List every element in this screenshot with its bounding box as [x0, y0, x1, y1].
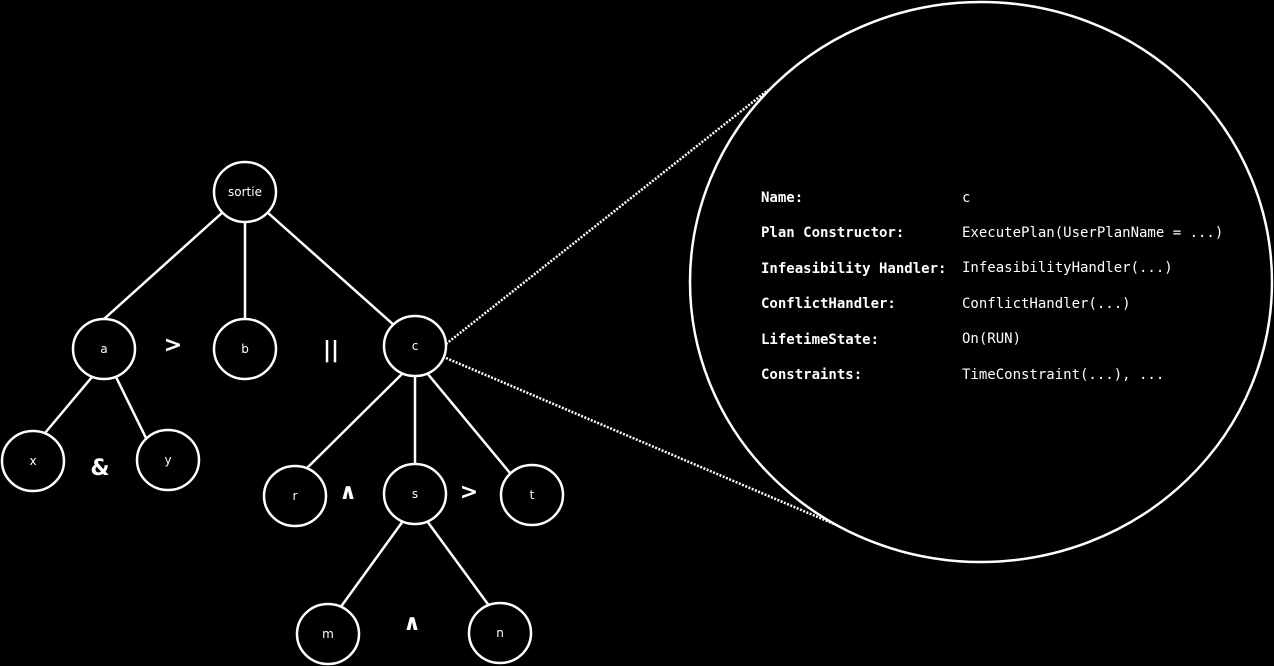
detail-key-name: Name:: [761, 190, 803, 206]
operator-a-b: >: [164, 333, 182, 358]
detail-key-plan-constructor: Plan Constructor:: [761, 225, 904, 241]
node-b[interactable]: [212, 317, 278, 381]
node-t-label: t: [530, 488, 535, 502]
operator-m-n: ∧: [403, 611, 421, 636]
node-x[interactable]: [0, 429, 66, 493]
operator-x-y: &: [90, 456, 109, 481]
node-y[interactable]: [135, 428, 201, 492]
node-c-detail-bubble: [688, 0, 1274, 564]
detail-key-conflict-handler: ConflictHandler:: [761, 296, 896, 312]
detail-value-plan-constructor: ExecutePlan(UserPlanName = ...): [962, 225, 1223, 241]
node-c-label: c: [412, 339, 419, 353]
edge-c-t: [426, 372, 511, 474]
node-r[interactable]: [262, 464, 328, 528]
edge-c-r: [305, 372, 404, 470]
node-sortie[interactable]: [212, 160, 278, 224]
node-t[interactable]: [499, 463, 565, 527]
node-s[interactable]: [382, 462, 448, 526]
node-x-label: x: [29, 454, 36, 468]
zoom-connector-bottom: [445, 356, 849, 532]
detail-value-name: c: [962, 190, 970, 206]
operator-r-s: ∧: [339, 480, 357, 505]
edge-sortie-c: [266, 211, 396, 327]
edge-a-x: [44, 376, 93, 434]
node-m-label: m: [322, 627, 334, 641]
node-r-label: r: [293, 489, 298, 503]
operator-s-t: >: [460, 480, 478, 505]
node-n-label: n: [496, 626, 504, 640]
detail-value-constraints: TimeConstraint(...), ...: [962, 367, 1164, 383]
node-b-label: b: [241, 342, 249, 356]
operator-b-c: ||: [323, 338, 339, 363]
node-n[interactable]: [467, 601, 533, 665]
node-m[interactable]: [295, 602, 361, 666]
edge-a-y: [114, 376, 148, 439]
node-c-detail-table: Name: c Plan Constructor: ExecutePlan(Us…: [761, 190, 1223, 383]
node-a[interactable]: [71, 317, 137, 381]
zoom-connector-top: [445, 89, 769, 345]
node-c[interactable]: [382, 314, 448, 378]
detail-key-lifetime-state: LifetimeState:: [761, 332, 879, 348]
detail-value-conflict-handler: ConflictHandler(...): [962, 296, 1131, 312]
edge-sortie-a: [103, 211, 224, 320]
node-s-label: s: [412, 487, 418, 501]
node-y-label: y: [164, 453, 171, 467]
detail-value-infeasibility-handler: InfeasibilityHandler(...): [962, 260, 1173, 276]
edge-s-n: [425, 520, 492, 608]
detail-key-infeasibility-handler: Infeasibility Handler:: [761, 261, 946, 277]
node-sortie-label: sortie: [228, 185, 262, 199]
detail-value-lifetime-state: On(RUN): [962, 331, 1021, 347]
node-a-label: a: [100, 342, 107, 356]
edge-s-m: [338, 520, 405, 609]
detail-key-constraints: Constraints:: [761, 367, 862, 383]
